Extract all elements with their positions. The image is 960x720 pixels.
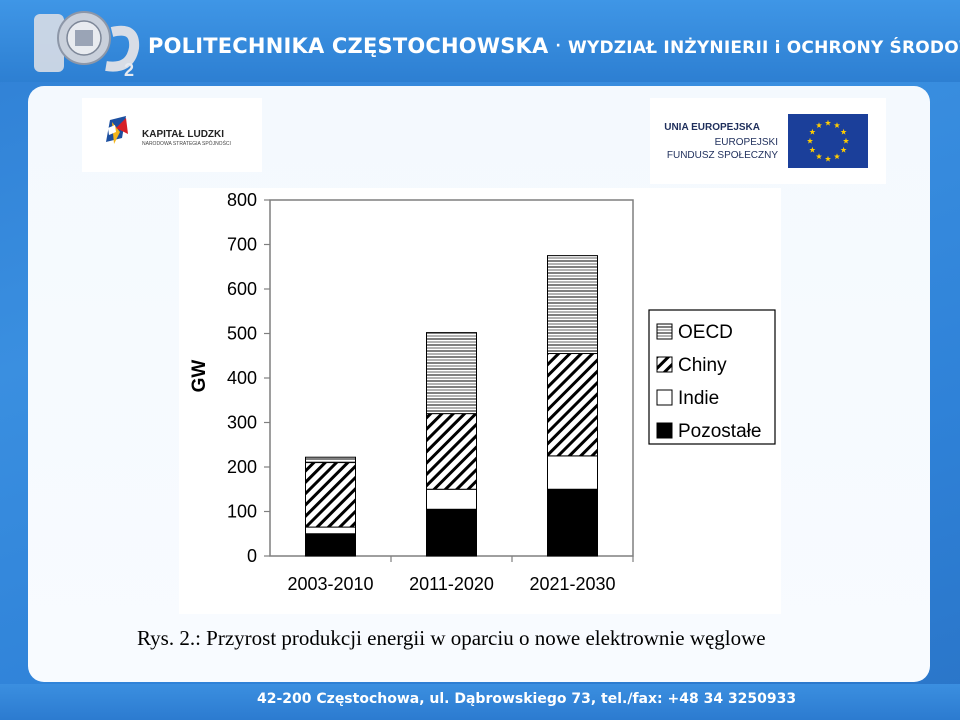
- chart-area: 0 100 200 300 400 500 600 700 800 2003-2010 2011-…: [179, 188, 781, 614]
- eu-star: [824, 155, 832, 162]
- x-tick-label: 2003-2010: [287, 574, 373, 594]
- header-title: POLITECHNIKA CZĘSTOCHOWSKA · WYDZIAŁ INŻYN…: [148, 34, 960, 58]
- bar-segment-oecd: [426, 332, 477, 415]
- ue-line3: FUNDUSZ SPOŁECZNY: [667, 150, 778, 161]
- legend-swatch: [656, 422, 673, 439]
- legend-swatch: [656, 323, 673, 340]
- eu-star: [833, 122, 841, 128]
- bar-segment-oecd: [547, 255, 598, 355]
- y-tick-label: 100: [227, 502, 257, 522]
- y-tick-label: 600: [227, 279, 257, 299]
- legend-label: OECD: [678, 322, 733, 343]
- y-tick-label: 400: [227, 368, 257, 388]
- footer-address: 42-200 Częstochowa, ul. Dąbrowskiego 73,…: [257, 691, 797, 707]
- bar-segment-chiny: [426, 413, 477, 490]
- legend-label: Chiny: [678, 355, 727, 376]
- bar-segment-chiny: [305, 462, 356, 528]
- bar-segment-indie: [547, 455, 598, 490]
- y-axis-label: GW: [189, 360, 210, 393]
- bar-segment-pozostałe: [547, 488, 598, 557]
- eu-star: [806, 137, 814, 144]
- bar-segment-pozostałe: [426, 508, 477, 557]
- unia-europejska-logo: UNIA EUROPEJSKA EUROPEJSKI FUNDUSZ SPOŁE…: [650, 98, 886, 184]
- eu-star: [815, 153, 823, 160]
- legend-swatch: [656, 356, 673, 373]
- kl-title: KAPITAŁ LUDZKI: [142, 129, 224, 140]
- svg-text:2: 2: [124, 60, 134, 78]
- eu-star: [815, 122, 823, 128]
- eu-stars: [806, 119, 850, 162]
- figure-caption: Rys. 2.: Przyrost produkcji energii w op…: [137, 626, 766, 650]
- bar-segment-indie: [305, 526, 356, 535]
- eu-star: [842, 137, 850, 144]
- kl-subtitle: NARODOWA STRATEGIA SPÓJNOŚCI: [142, 139, 231, 147]
- y-tick-label: 700: [227, 235, 257, 255]
- ue-line2: EUROPEJSKI: [715, 137, 778, 148]
- legend-swatch: [656, 389, 673, 406]
- eu-star: [840, 128, 847, 135]
- eu-star: [824, 119, 832, 126]
- x-tick-label: 2011-2020: [409, 574, 494, 594]
- bar-segment-pozostałe: [305, 533, 356, 557]
- eu-star: [809, 146, 816, 153]
- header-bar: [0, 0, 960, 82]
- legend-label: Pozostałe: [678, 421, 761, 442]
- x-tick-label: 2021-2030: [529, 574, 615, 594]
- bar-segment-chiny: [547, 353, 598, 457]
- bar-segment-indie: [426, 488, 477, 510]
- university-name: POLITECHNIKA CZĘSTOCHOWSKA: [148, 34, 549, 58]
- pcz-logo: 2: [34, 11, 140, 78]
- eu-star: [809, 128, 816, 135]
- stacked-bar-chart: 0 100 200 300 400 500 600 700 800 2003-2010 2011-…: [189, 190, 776, 594]
- y-tick-label: 200: [227, 457, 257, 477]
- y-tick-label: 300: [227, 413, 257, 433]
- bar-segment-oecd: [305, 456, 356, 464]
- eu-star: [833, 153, 841, 160]
- footer-bar: [0, 684, 960, 720]
- legend-label: Indie: [678, 388, 719, 409]
- ue-line1: UNIA EUROPEJSKA: [664, 122, 760, 133]
- header-separator: ·: [555, 38, 561, 54]
- eu-star: [840, 146, 847, 153]
- y-tick-label: 800: [227, 190, 257, 210]
- y-tick-label: 500: [227, 324, 257, 344]
- faculty-name: WYDZIAŁ INŻYNIERII i OCHRONY ŚRODOWISKA: [568, 38, 960, 58]
- y-tick-label: 0: [247, 546, 257, 566]
- kapital-ludzki-logo: KAPITAŁ LUDZKI NARODOWA STRATEGIA SPÓJNO…: [82, 98, 262, 172]
